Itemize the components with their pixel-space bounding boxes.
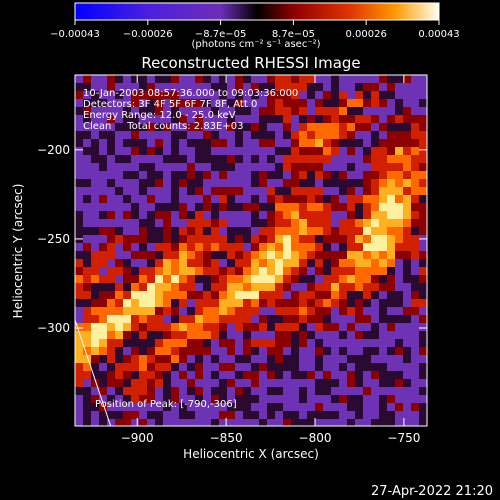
colorbar <box>74 2 440 21</box>
colorbar-tick-label: −0.00043 <box>50 29 100 40</box>
colorbar-tick-label: 0.00026 <box>346 29 387 40</box>
annotation-energy: Energy Range: 12.0 - 25.0 keV <box>83 110 236 121</box>
chart-title: Reconstructed RHESSI Image <box>141 54 360 72</box>
colorbar-tick-label: 8.7e−05 <box>272 29 315 40</box>
y-axis: −200 −250 −300 <box>37 143 427 335</box>
annotation-block: 10-Jan-2003 08:57:36.000 to 09:03:36.000… <box>83 88 298 132</box>
x-tick-label: −900 <box>121 431 154 445</box>
x-axis-label: Heliocentric X (arcsec) <box>183 447 319 461</box>
colorbar-ticks: −0.00043 −0.00026 −8.7e−05 8.7e−05 0.00026 0.… <box>50 20 460 40</box>
y-axis-label: Heliocentric Y (arcsec) <box>11 184 25 319</box>
heatmap-area <box>75 75 427 426</box>
colorbar-tick-label: −8.7e−05 <box>195 29 247 40</box>
limb-line <box>75 319 112 426</box>
colorbar-tick-label: 0.00043 <box>418 29 459 40</box>
footer-date: 27-Apr-2022 21:20 <box>371 484 493 499</box>
annotation-counts: Clean Total counts: 2.83E+03 <box>83 121 243 132</box>
x-tick-label: −850 <box>210 431 243 445</box>
y-tick-label: −250 <box>37 232 70 246</box>
x-tick-label: −800 <box>299 431 332 445</box>
annotation-detectors: Detectors: 3F 4F 5F 6F 7F 8F, Att 0 <box>83 99 257 110</box>
annotation-time: 10-Jan-2003 08:57:36.000 to 09:03:36.000 <box>83 88 298 99</box>
peak-position-label: Position of Peak: [-790,-306] <box>95 399 237 410</box>
plot-frame <box>74 74 428 427</box>
colorbar-tick-label: −0.00026 <box>123 29 173 40</box>
x-tick-label: −750 <box>387 431 420 445</box>
x-axis: −900 −850 −800 −750 <box>121 75 420 445</box>
y-tick-label: −300 <box>37 321 70 335</box>
y-tick-label: −200 <box>37 143 70 157</box>
colorbar-unit-label: (photons cm⁻² s⁻¹ asec⁻²) <box>191 39 320 50</box>
